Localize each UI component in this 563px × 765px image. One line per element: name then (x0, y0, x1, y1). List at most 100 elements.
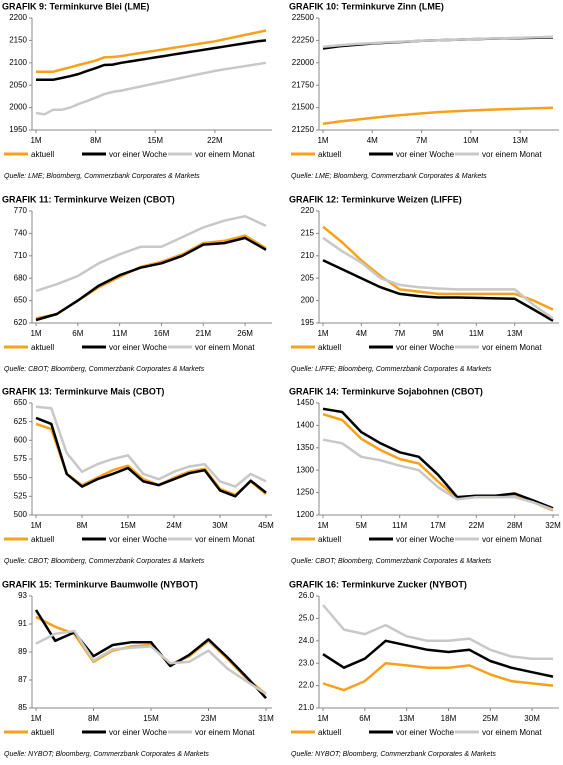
series-line (35, 61, 267, 116)
y-tick-label: 89 (18, 647, 27, 656)
source-note: Quelle: LME; Bloomberg, Commerzbank Corp… (291, 173, 487, 180)
legend-label: aktuell (31, 535, 54, 544)
x-tick-label: 22M (469, 521, 485, 530)
y-tick-label: 85 (18, 703, 27, 712)
legend-label: vor einem Monat (195, 343, 255, 352)
source-note: Quelle: NYBOT; Bloomberg, Commerzbank Co… (291, 751, 496, 758)
chart-title: GRAFIK 14: Terminkurve Sojabohnen (CBOT) (289, 386, 483, 396)
y-tick-label: 650 (14, 296, 28, 305)
x-tick-label: 1M (30, 329, 41, 338)
x-tick-label: 4M (367, 136, 378, 145)
series-line (322, 225, 554, 311)
y-tick-label: 625 (14, 417, 28, 426)
x-tick-label: 8M (76, 521, 87, 530)
x-tick-label: 21M (195, 329, 211, 338)
series-line (322, 604, 553, 660)
x-tick-label: 10M (463, 136, 479, 145)
legend-label: vor einem Monat (482, 150, 542, 159)
chart-title: GRAFIK 12: Terminkurve Weizen (LIFFE) (289, 194, 462, 204)
y-tick-label: 24.0 (298, 636, 314, 645)
legend-label: vor einem Monat (195, 535, 255, 544)
y-tick-label: 1350 (296, 443, 314, 452)
chart-title: GRAFIK 16: Terminkurve Zucker (NYBOT) (289, 579, 467, 589)
y-tick-label: 1450 (296, 398, 314, 407)
y-tick-label: 525 (14, 491, 28, 500)
y-tick-label: 2050 (9, 80, 27, 89)
chart-title: GRAFIK 11: Terminkurve Weizen (CBOT) (2, 194, 175, 204)
series-line (36, 29, 267, 74)
x-tick-label: 9M (432, 329, 443, 338)
series-line (322, 438, 554, 511)
y-tick-label: 710 (14, 251, 28, 260)
y-tick-label: 550 (14, 473, 28, 482)
legend-label: vor einer Woche (109, 150, 168, 159)
chart-title: GRAFIK 10: Terminkurve Zinn (LME) (289, 1, 444, 11)
source-note: Quelle: LME; Bloomberg, Commerzbank Corp… (4, 173, 200, 180)
x-tick-label: 1M (317, 329, 328, 338)
x-tick-label: 8M (90, 136, 101, 145)
source-note: Quelle: CBOT; Bloomberg, Commerzbank Cor… (291, 558, 492, 565)
x-tick-label: 8M (88, 714, 99, 723)
series-line (35, 214, 267, 293)
legend-label: vor einer Woche (396, 728, 455, 737)
x-tick-label: 13M (512, 136, 528, 145)
y-tick-label: 1300 (296, 465, 314, 474)
x-tick-label: 22M (207, 136, 223, 145)
chart-title: GRAFIK 15: Terminkurve Baumwolle (NYBOT) (2, 579, 198, 589)
x-tick-label: 7M (394, 329, 405, 338)
x-tick-label: 1M (30, 521, 41, 530)
y-tick-label: 215 (301, 229, 315, 238)
x-tick-label: 13M (399, 714, 415, 723)
legend-label: vor einer Woche (109, 343, 168, 352)
source-note: Quelle: LIFFE; Bloomberg, Commerzbank Co… (291, 366, 492, 373)
x-tick-label: 18M (441, 714, 457, 723)
x-tick-label: 5M (356, 521, 367, 530)
x-tick-label: 15M (120, 521, 136, 530)
x-tick-label: 31M (258, 714, 274, 723)
x-tick-label: 26M (237, 329, 253, 338)
x-tick-label: 15M (143, 714, 159, 723)
x-tick-label: 30M (212, 521, 228, 530)
source-note: Quelle: NYBOT; Bloomberg, Commerzbank Co… (4, 751, 209, 758)
chart-title: GRAFIK 9: Terminkurve Blei (LME) (2, 1, 149, 11)
y-tick-label: 1200 (296, 510, 314, 519)
x-tick-label: 25M (482, 714, 498, 723)
y-tick-label: 500 (14, 510, 28, 519)
x-tick-label: 13M (507, 329, 523, 338)
y-tick-label: 770 (14, 206, 28, 215)
y-tick-label: 2150 (9, 36, 27, 45)
series-line (35, 416, 267, 498)
series-line (322, 35, 554, 48)
legend-label: aktuell (318, 150, 341, 159)
y-tick-label: 575 (14, 454, 28, 463)
y-tick-label: 25.0 (298, 614, 314, 623)
y-tick-label: 87 (18, 675, 27, 684)
legend-label: aktuell (31, 343, 54, 352)
y-tick-label: 210 (301, 251, 315, 260)
y-tick-label: 740 (14, 229, 28, 238)
x-tick-label: 11M (469, 329, 484, 338)
legend-label: aktuell (31, 150, 54, 159)
y-tick-label: 2000 (9, 103, 27, 112)
y-tick-label: 2200 (9, 13, 27, 22)
y-tick-label: 21750 (292, 80, 315, 89)
series-line (322, 413, 554, 512)
series-line (322, 259, 554, 322)
legend-label: vor einer Woche (109, 728, 168, 737)
x-tick-label: 1M (317, 521, 328, 530)
x-tick-label: 1M (317, 714, 328, 723)
x-tick-label: 11M (112, 329, 127, 338)
y-tick-label: 22000 (292, 58, 315, 67)
legend-label: aktuell (318, 535, 341, 544)
x-tick-label: 6M (72, 329, 83, 338)
y-tick-label: 23.0 (298, 658, 314, 667)
x-tick-label: 16M (154, 329, 170, 338)
y-tick-label: 93 (18, 591, 27, 600)
series-line (34, 609, 267, 700)
y-tick-label: 1950 (9, 125, 27, 134)
legend-label: vor einem Monat (482, 343, 542, 352)
x-tick-label: 1M (30, 714, 41, 723)
x-tick-label: 7M (416, 136, 427, 145)
y-tick-label: 21250 (292, 125, 315, 134)
